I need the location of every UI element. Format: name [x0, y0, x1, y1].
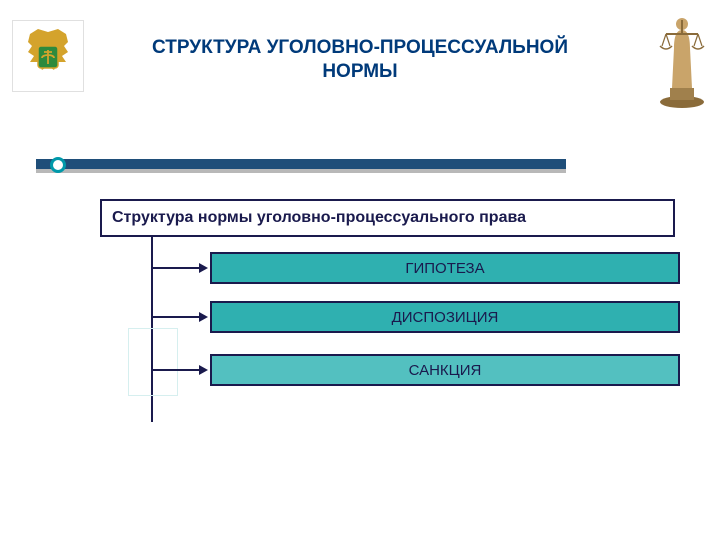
faint-box: [128, 328, 178, 396]
connector-h-2: [151, 316, 199, 318]
page-title: СТРУКТУРА УГОЛОВНО-ПРОЦЕССУАЛЬНОЙ НОРМЫ: [120, 36, 600, 84]
child-box-3: САНКЦИЯ: [210, 354, 680, 386]
connector-h-3: [151, 369, 199, 371]
arrowhead-2: [199, 312, 208, 322]
divider-ring-icon: [50, 157, 66, 173]
emblem-left: [12, 20, 84, 92]
arrowhead-1: [199, 263, 208, 273]
arrowhead-3: [199, 365, 208, 375]
eagle-emblem-icon: [18, 26, 78, 86]
child-box-2: ДИСПОЗИЦИЯ: [210, 301, 680, 333]
parent-box-label: Структура нормы уголовно-процессуального…: [112, 209, 526, 227]
justice-statue-icon: [652, 10, 712, 110]
child-label-1: ГИПОТЕЗА: [405, 260, 484, 277]
child-box-1: ГИПОТЕЗА: [210, 252, 680, 284]
divider-blue: [36, 159, 566, 169]
connector-h-1: [151, 267, 199, 269]
child-label-2: ДИСПОЗИЦИЯ: [392, 309, 499, 326]
parent-box: Структура нормы уголовно-процессуального…: [100, 199, 675, 237]
child-label-3: САНКЦИЯ: [409, 362, 482, 379]
